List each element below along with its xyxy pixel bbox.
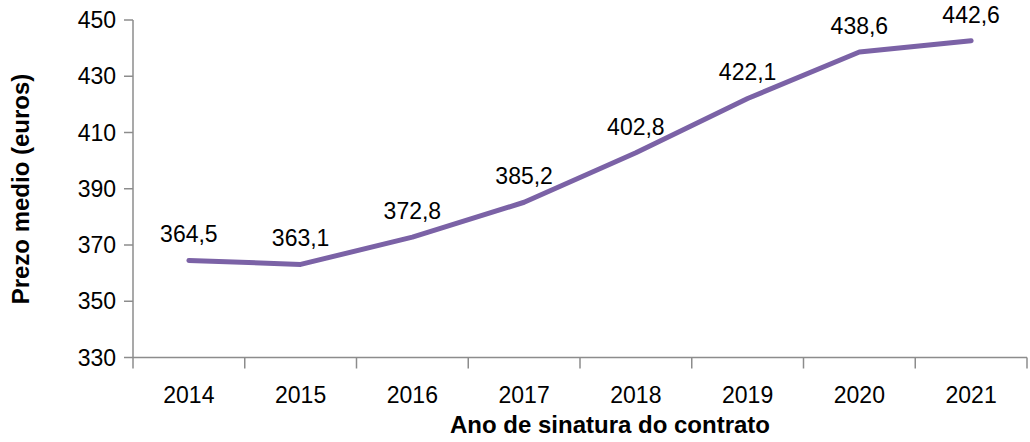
x-tick-label: 2020	[834, 382, 885, 408]
x-axis-title-text: Ano de sinatura do contrato	[450, 411, 770, 439]
data-label: 442,6	[942, 2, 1000, 28]
line-chart: 330 350 370 390 410 430 450 2014 2015 2016 2017 201…	[0, 0, 1030, 442]
y-tick-label: 410	[78, 120, 116, 146]
y-axis-title-text: Prezo medio (euros)	[7, 74, 35, 305]
y-tick-label: 450	[78, 7, 116, 33]
y-tick-label: 350	[78, 288, 116, 314]
x-tick-label: 2017	[499, 382, 550, 408]
y-tick-label: 370	[78, 232, 116, 258]
data-label: 363,1	[272, 225, 330, 251]
x-tick-label: 2015	[275, 382, 326, 408]
x-tick-label: 2019	[722, 382, 773, 408]
x-tick-label: 2021	[946, 382, 997, 408]
x-tick-label: 2014	[163, 382, 214, 408]
data-label: 422,1	[719, 59, 777, 85]
y-tick-label: 430	[78, 63, 116, 89]
plot-area: 330 350 370 390 410 430 450 2014 2015 2016 2017 201…	[0, 0, 1030, 442]
data-label: 364,5	[160, 221, 218, 247]
y-tick-label: 330	[78, 345, 116, 371]
data-label: 438,6	[831, 13, 889, 39]
x-tick-label: 2016	[387, 382, 438, 408]
x-tick-label: 2018	[610, 382, 661, 408]
data-label: 402,8	[607, 114, 665, 140]
y-tick-label: 390	[78, 176, 116, 202]
data-label: 372,8	[384, 198, 442, 224]
data-label: 385,2	[495, 163, 553, 189]
